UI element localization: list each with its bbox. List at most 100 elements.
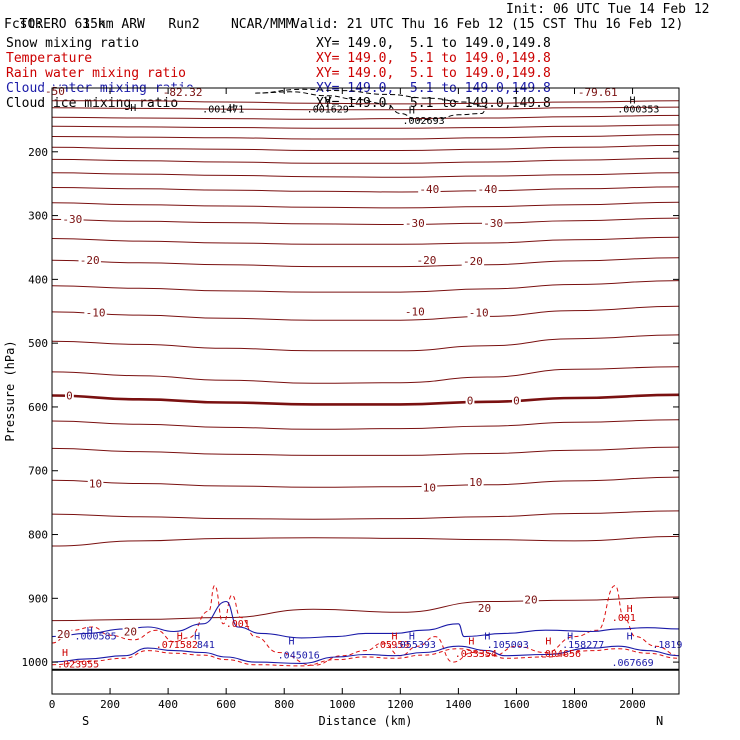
maximum-marker: H	[409, 106, 415, 117]
contour-label: 20	[124, 625, 137, 638]
contour-label: 0	[467, 395, 474, 408]
maximum-value: .002693	[402, 116, 444, 127]
contour-label: 10	[423, 481, 436, 494]
legend-label-rain: Rain water mixing ratio	[6, 66, 187, 81]
maximum-value: 841	[197, 640, 215, 651]
maximum-marker: H	[409, 631, 415, 642]
axes: 0 200 400 600 800 1000 1200 1400 1600 1800 2000200…	[22, 88, 679, 711]
contour-label: -40	[419, 183, 439, 196]
temperature-contours	[51, 100, 680, 622]
rain-outline	[51, 585, 680, 666]
contour-label: 20	[524, 594, 537, 607]
contour-label-bg	[468, 477, 484, 488]
y-tick-label: 800	[28, 529, 48, 542]
contour-label-bg	[43, 86, 67, 97]
isotherm-line	[51, 217, 680, 226]
contour-label: -79.61	[578, 86, 618, 99]
contour-label: -10	[405, 305, 425, 318]
cloud-water-top	[51, 600, 680, 639]
maximum-marker: H	[325, 95, 331, 106]
contour-label-bg	[461, 255, 485, 266]
x-tick-label: 400	[158, 698, 178, 711]
x-tick-label: 600	[216, 698, 236, 711]
isotherm-line	[51, 535, 680, 547]
x-tick-label: 2000	[619, 698, 646, 711]
maximum-value: .001	[612, 613, 636, 624]
isotherm-line	[51, 446, 680, 456]
contour-label: -10	[86, 307, 106, 320]
maximum-value: .105003	[487, 640, 529, 651]
isotherm-line	[51, 366, 680, 384]
contour-label-bg	[467, 307, 490, 318]
cloud-ice-outline	[255, 88, 488, 121]
contour-label-bg	[61, 213, 84, 224]
contour-label-bg	[84, 307, 107, 318]
maximum-marker: H	[177, 631, 183, 642]
y-tick-label: 600	[28, 401, 48, 414]
contour-label: -20	[417, 254, 437, 267]
maximum-marker: H	[484, 631, 490, 642]
maximum-marker: H	[87, 626, 93, 637]
maximum-marker: H	[627, 604, 633, 615]
contour-label-bg	[523, 594, 539, 605]
legend-xy-snow: XY= 149.0, 5.1 to 149.0,149.8	[316, 36, 551, 51]
contour-label-bg	[55, 629, 72, 640]
isotherm-line	[51, 596, 680, 622]
maximum-marker: H	[392, 631, 398, 642]
y-tick-label: 700	[28, 465, 48, 478]
y-tick-label: 300	[28, 210, 48, 223]
contour-label: -82.32	[163, 86, 203, 99]
north-end-label: N	[656, 714, 663, 728]
contour-label-bg	[421, 482, 438, 493]
cloud-ice-contours	[255, 88, 488, 121]
contour-label-bg	[418, 183, 441, 194]
isotherm-line	[51, 114, 680, 120]
isotherm-line	[51, 201, 680, 209]
isotherm-line	[51, 305, 680, 321]
contour-label-bg	[65, 390, 74, 401]
legend-label-cloud-ice: Cloud ice mixing ratio	[6, 96, 179, 111]
maximum-value: .055393	[394, 640, 436, 651]
maximum-marker: H	[567, 631, 573, 642]
x-tick-label: 1800	[561, 698, 588, 711]
contour-label-bg	[476, 602, 493, 613]
contour-label-bg	[403, 218, 427, 229]
maximum-value: .000353	[617, 104, 659, 115]
isotherm-line	[51, 144, 680, 152]
contour-label: -50	[45, 85, 65, 98]
contour-label: -20	[80, 254, 100, 267]
contour-label: -30	[405, 217, 425, 230]
maximum-value: .004656	[539, 649, 581, 660]
maximum-value: .001	[226, 619, 250, 630]
contour-label-bg	[161, 86, 205, 97]
contour-labels: -50 -82.32 -79.61 -40 -40 -30 -30 -30 -20 -20 -20 -…	[43, 85, 620, 641]
contour-label: -20	[463, 255, 483, 268]
south-end-label: S	[82, 714, 89, 728]
isotherm-line	[51, 157, 680, 164]
isotherm-zero	[51, 393, 680, 406]
maximum-marker: H	[229, 103, 235, 114]
rain-contours	[51, 585, 680, 667]
x-tick-label: 1000	[329, 698, 356, 711]
maximum-value: .033354	[455, 649, 497, 660]
contour-label: -30	[483, 217, 503, 230]
maximum-value: .071582	[156, 640, 198, 651]
contour-label-bg	[78, 255, 101, 266]
y-tick-label: 900	[28, 592, 48, 605]
isotherm-line	[51, 334, 680, 352]
contour-label: 10	[89, 477, 102, 490]
cloud-water-contours	[51, 600, 680, 664]
x-tick-label: 1200	[387, 698, 414, 711]
maximum-value: .001471	[202, 104, 244, 115]
x-axis-label: Distance (km)	[319, 714, 413, 728]
rain-outline-lower	[51, 648, 680, 667]
contour-label-bg	[403, 306, 427, 317]
isotherm-line	[51, 476, 680, 488]
maxima-labels: H H.001471.001629HH.002693H.000353H.00058…	[57, 95, 682, 670]
title-line: TORERO 15km ARW Run2 NCAR/MMM	[4, 2, 294, 32]
maximum-marker: H	[62, 648, 68, 659]
plot-frame	[51, 87, 680, 695]
x-tick-label: 0	[49, 698, 56, 711]
maximum-value: .05	[374, 640, 392, 651]
maximum-marker: H	[130, 103, 136, 114]
